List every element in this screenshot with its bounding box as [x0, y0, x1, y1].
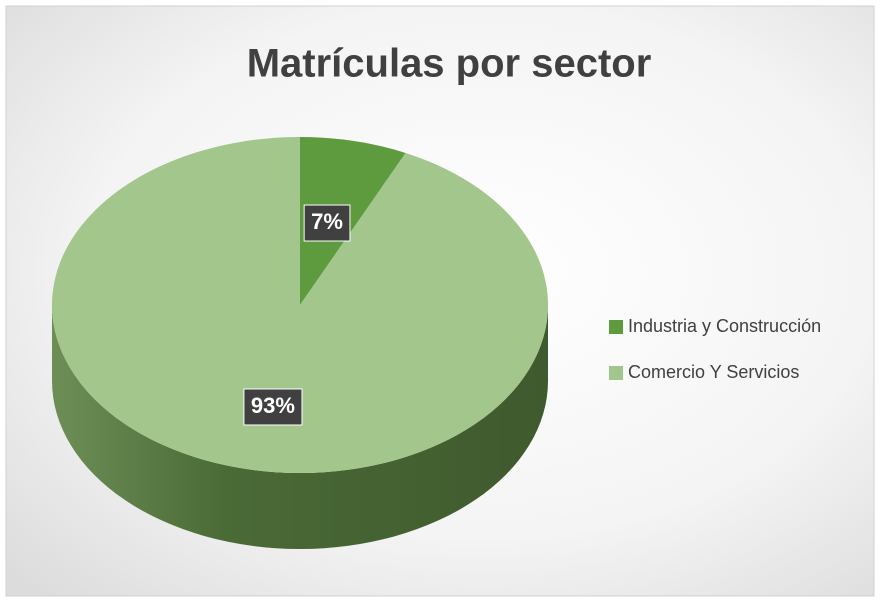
pie-side — [52, 305, 548, 549]
data-label-box — [243, 388, 303, 426]
legend-swatch — [609, 320, 623, 334]
chart-title: Matrículas por sector — [247, 42, 652, 86]
legend-label: Comercio Y Servicios — [628, 362, 799, 382]
pie-slice — [300, 137, 406, 305]
data-label: 7% — [311, 209, 343, 234]
data-label: 93% — [251, 393, 295, 418]
pie-slice — [51, 137, 548, 474]
legend-swatch — [609, 366, 623, 380]
legend-label: Industria y Construcción — [628, 316, 821, 336]
data-label-box — [303, 204, 351, 242]
